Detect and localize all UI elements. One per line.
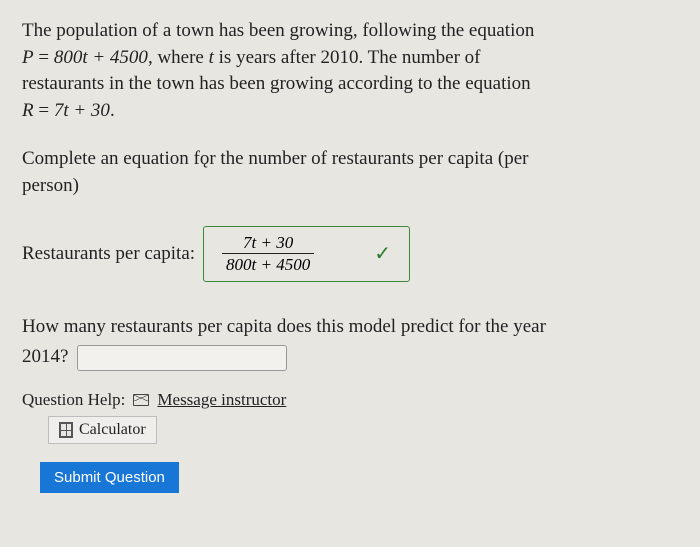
eq2-lhs: R xyxy=(22,100,34,121)
message-instructor-link[interactable]: Message instructor xyxy=(157,390,286,410)
question2-year: 2014? xyxy=(22,346,68,367)
problem-statement: The population of a town has been growin… xyxy=(22,18,678,124)
eq1-lhs: P xyxy=(22,47,34,68)
answer1-row: Restaurants per capita: 7t + 30 800t + 4… xyxy=(22,226,678,282)
prompt-part2: r the number of restaurants per capita (… xyxy=(209,148,528,169)
problem-line3: restaurants in the town has been growing… xyxy=(22,73,531,94)
problem-line1: The population of a town has been growin… xyxy=(22,20,534,41)
eq-sign: = xyxy=(38,100,53,121)
eq1-tail: , where xyxy=(148,47,209,68)
eq1-rhs: 800t + 4500 xyxy=(54,47,148,68)
answer1-fraction: 7t + 30 800t + 4500 xyxy=(222,233,314,275)
prompt-part1: Complete an equation f xyxy=(22,148,200,169)
help-row: Question Help: Message instructor xyxy=(22,390,678,410)
submit-button[interactable]: Submit Question xyxy=(40,462,179,493)
calculator-button[interactable]: Calculator xyxy=(48,416,157,444)
prompt: Complete an equation fǫr the number of r… xyxy=(22,146,678,199)
answer1-denominator: 800t + 4500 xyxy=(222,253,314,275)
help-label: Question Help: xyxy=(22,390,125,410)
answer1-numerator: 7t + 30 xyxy=(239,233,297,254)
question2: How many restaurants per capita does thi… xyxy=(22,312,678,373)
eq-sign: = xyxy=(38,47,53,68)
question2-text: How many restaurants per capita does thi… xyxy=(22,316,546,337)
eq2-tail: . xyxy=(110,100,115,121)
question-panel: The population of a town has been growin… xyxy=(0,0,700,511)
calculator-icon xyxy=(59,422,73,438)
prompt-part3: person) xyxy=(22,175,79,196)
cursor-artifact: ǫ xyxy=(200,148,210,169)
answer1-input[interactable]: 7t + 30 800t + 4500 ✓ xyxy=(203,226,410,282)
answer1-label: Restaurants per capita: xyxy=(22,243,195,265)
check-icon: ✓ xyxy=(374,241,391,266)
eq1-after: is years after 2010. The number of xyxy=(214,47,481,68)
calculator-label: Calculator xyxy=(79,421,146,439)
answer2-input[interactable] xyxy=(77,345,287,371)
envelope-icon xyxy=(133,394,149,406)
eq2-rhs: 7t + 30 xyxy=(54,100,110,121)
